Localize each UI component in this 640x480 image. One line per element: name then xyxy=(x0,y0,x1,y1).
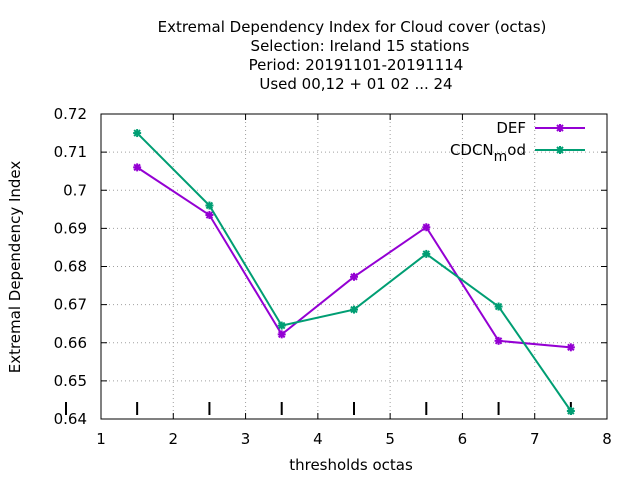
grid-lines xyxy=(101,114,607,419)
y-tick-label: 0.72 xyxy=(54,105,87,123)
x-tick-label: 6 xyxy=(458,430,468,448)
title-line-4: Used 00,12 + 01 02 ... 24 xyxy=(259,75,452,93)
title-line-1: Extremal Dependency Index for Cloud cove… xyxy=(158,18,547,36)
y-tick-label: 0.67 xyxy=(54,296,87,314)
data-point-def xyxy=(422,223,431,232)
data-point-cdcn-mod xyxy=(494,302,503,311)
data-point-cdcn-mod xyxy=(205,201,214,210)
data-point-cdcn-mod xyxy=(277,321,286,330)
data-point-def xyxy=(205,211,214,220)
legend-label-def: DEF xyxy=(496,119,526,137)
data-point-def xyxy=(133,163,142,172)
data-point-def xyxy=(566,343,575,352)
x-axis-label: thresholds octas xyxy=(289,456,413,474)
data-point-cdcn-mod xyxy=(566,406,575,415)
x-tick-label: 4 xyxy=(313,430,323,448)
legend-marker xyxy=(556,146,564,154)
x-tick-label: 5 xyxy=(385,430,395,448)
data-point-cdcn-mod xyxy=(350,305,358,314)
x-tick-label: 3 xyxy=(241,430,251,448)
y-tick-label: 0.71 xyxy=(54,143,87,161)
y-tick-label: 0.64 xyxy=(54,410,87,428)
x-tick-label: 2 xyxy=(169,430,179,448)
legend: DEF CDCNmod xyxy=(450,119,585,165)
legend-label-cdcn-mod: CDCNmod xyxy=(450,141,526,165)
title-line-2: Selection: Ireland 15 stations xyxy=(251,37,470,55)
data-point-def xyxy=(350,272,358,281)
title-line-3: Period: 20191101-20191114 xyxy=(249,56,464,74)
series-line-def xyxy=(136,166,571,349)
x-tick-label: 1 xyxy=(96,430,106,448)
bottom-tick-marks xyxy=(65,402,572,415)
chart-title: Extremal Dependency Index for Cloud cove… xyxy=(158,18,547,93)
series-lines xyxy=(133,129,575,415)
x-tick-label: 8 xyxy=(602,430,612,448)
y-tick-label: 0.69 xyxy=(54,219,87,237)
data-point-def xyxy=(277,330,286,339)
x-tick-label: 7 xyxy=(530,430,540,448)
data-point-def xyxy=(494,336,503,345)
data-point-cdcn-mod xyxy=(133,129,142,138)
data-point-cdcn-mod xyxy=(422,249,431,258)
x-axis-ticks: 1 2 3 4 5 6 7 8 xyxy=(96,114,612,448)
series-line-cdcn-mod xyxy=(136,132,572,412)
y-axis-label: Extremal Dependency Index xyxy=(6,161,24,374)
legend-marker xyxy=(556,124,564,132)
y-axis-ticks: 0.64 0.65 0.66 0.67 0.68 0.69 0.7 0.71 0.72 xyxy=(54,105,607,428)
y-tick-label: 0.65 xyxy=(54,372,87,390)
y-tick-label: 0.68 xyxy=(54,258,87,276)
y-tick-label: 0.7 xyxy=(63,181,87,199)
y-tick-label: 0.66 xyxy=(54,334,87,352)
